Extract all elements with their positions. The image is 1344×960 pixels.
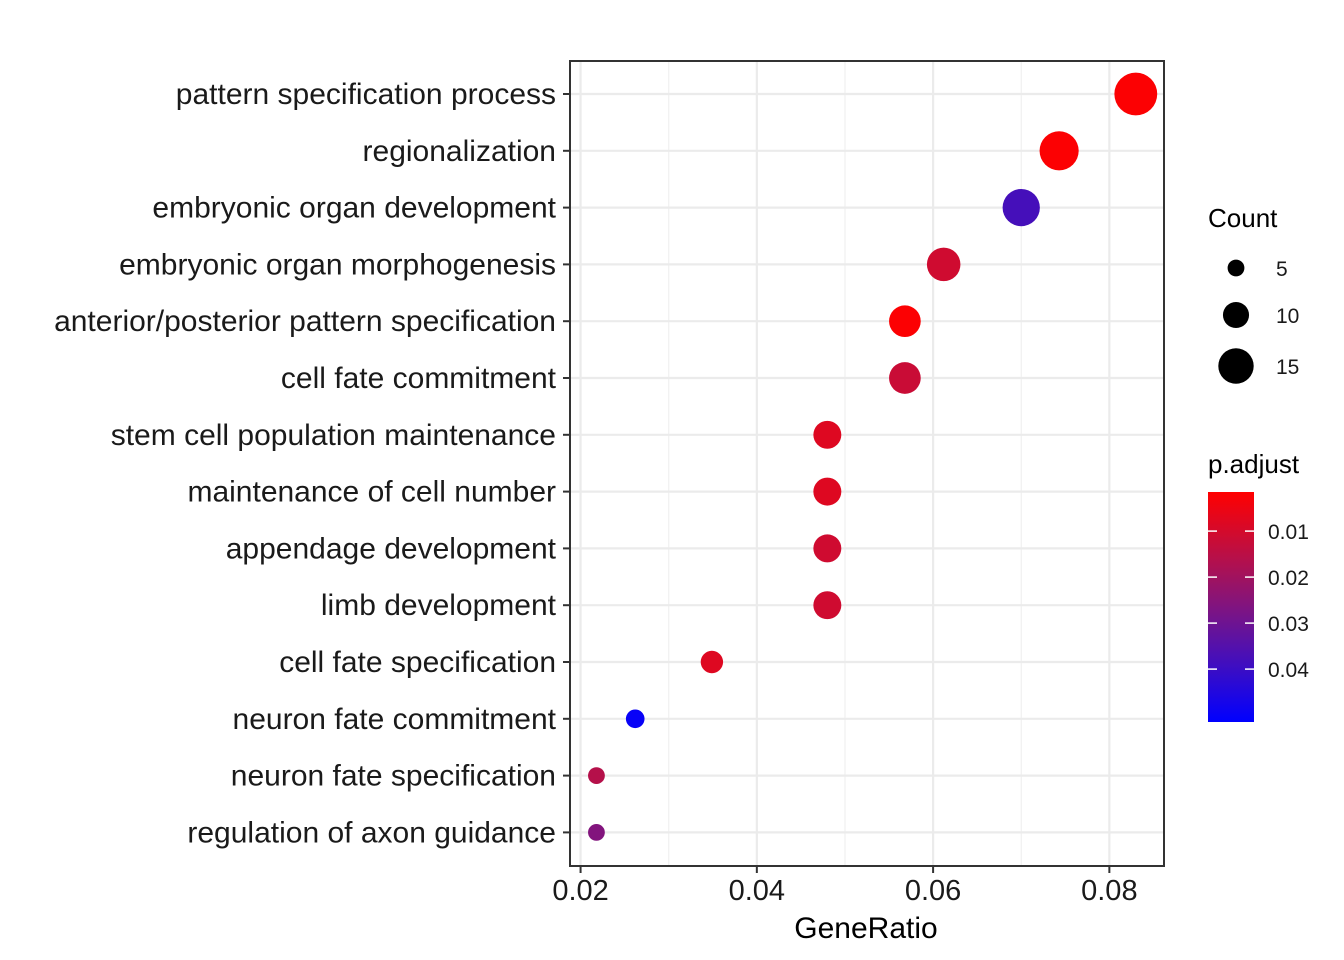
- y-axis-labels: pattern specification process regionaliza…: [54, 78, 570, 849]
- data-point: [813, 477, 842, 506]
- count-legend-key: [1222, 301, 1250, 329]
- count-legend-label: 10: [1276, 305, 1299, 328]
- y-tick-label: regionalization: [363, 135, 556, 168]
- data-point: [1114, 72, 1158, 116]
- x-axis-title: GeneRatio: [794, 912, 937, 945]
- y-tick-label: neuron fate commitment: [233, 703, 557, 736]
- x-tick-label: 0.06: [905, 875, 961, 907]
- data-point: [813, 591, 842, 620]
- x-axis: 0.02 0.04 0.06 0.08: [552, 866, 1138, 907]
- data-point: [813, 420, 842, 449]
- count-legend-key: [1218, 348, 1254, 384]
- y-tick-label: anterior/posterior pattern specification: [54, 305, 556, 338]
- p-adjust-legend-label: 0.03: [1268, 613, 1309, 636]
- data-point: [588, 824, 605, 841]
- data-point: [889, 362, 921, 394]
- x-tick-label: 0.04: [729, 875, 785, 907]
- count-legend-label: 15: [1276, 356, 1299, 379]
- data-point: [813, 534, 842, 563]
- data-point: [926, 247, 961, 282]
- data-point: [588, 767, 605, 784]
- data-point: [1039, 131, 1079, 171]
- y-tick-label: embryonic organ development: [152, 192, 556, 225]
- y-tick-label: cell fate specification: [279, 646, 556, 679]
- y-tick-label: neuron fate specification: [231, 760, 556, 793]
- y-tick-label: cell fate commitment: [281, 362, 557, 395]
- plot-panel: [569, 60, 1165, 867]
- p-adjust-legend: p.adjust 0.01 0.02 0.03 0.04: [1208, 449, 1309, 722]
- x-tick-label: 0.08: [1081, 875, 1137, 907]
- p-adjust-legend-label: 0.01: [1268, 521, 1309, 544]
- panel-border: [569, 60, 1165, 867]
- y-tick-label: regulation of axon guidance: [187, 816, 556, 849]
- x-tick-label: 0.02: [552, 875, 608, 907]
- count-legend: Count 5 10 15: [1208, 203, 1299, 384]
- panel-background: [570, 61, 1164, 866]
- y-tick-label: maintenance of cell number: [187, 476, 556, 509]
- y-tick-label: appendage development: [226, 532, 557, 565]
- count-legend-key: [1227, 259, 1245, 277]
- data-point: [889, 305, 921, 338]
- p-adjust-legend-label: 0.04: [1268, 659, 1309, 682]
- p-adjust-colorbar: [1208, 492, 1254, 722]
- y-tick-label: embryonic organ morphogenesis: [119, 248, 556, 281]
- data-point: [625, 709, 645, 729]
- count-legend-title: Count: [1208, 203, 1278, 233]
- data-point: [1002, 188, 1040, 227]
- p-adjust-legend-label: 0.02: [1268, 567, 1309, 590]
- data-point: [700, 650, 724, 674]
- y-tick-label: stem cell population maintenance: [111, 419, 556, 452]
- p-adjust-legend-title: p.adjust: [1208, 449, 1300, 479]
- y-tick-label: pattern specification process: [176, 78, 556, 111]
- count-legend-label: 5: [1276, 258, 1288, 281]
- y-tick-label: limb development: [321, 589, 557, 622]
